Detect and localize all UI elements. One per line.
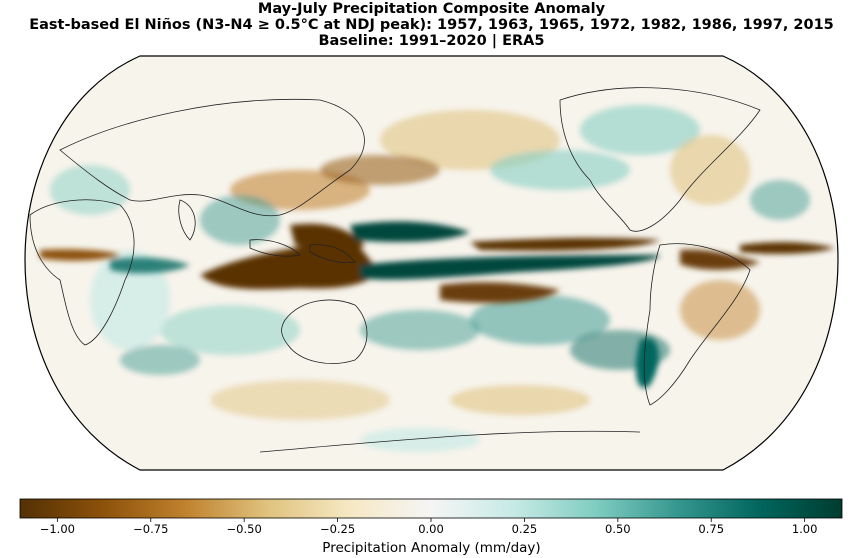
globe-outline bbox=[24, 55, 839, 471]
wet-region bbox=[470, 295, 610, 345]
coastlines bbox=[29, 87, 761, 453]
colorbar bbox=[19, 498, 843, 519]
anomaly-field bbox=[29, 87, 835, 453]
eurasia-coastline bbox=[59, 99, 365, 217]
wet-region bbox=[90, 250, 170, 350]
dry-anomaly-philippines bbox=[290, 223, 365, 251]
wet-anomaly-equatorial-pacific bbox=[360, 255, 660, 280]
colorbar-tick-label: −0.75 bbox=[133, 522, 169, 536]
map-subtitle: East-based El Niños (N3-N4 ≥ 0.5°C at ND… bbox=[29, 17, 834, 33]
wet-region bbox=[160, 305, 300, 355]
wet-region bbox=[360, 428, 480, 452]
north-america-coastline bbox=[559, 87, 761, 232]
colorbar-tick-label: −0.25 bbox=[319, 522, 356, 536]
dry-region bbox=[450, 385, 590, 415]
wet-anomaly-north-pacific-itcz bbox=[350, 221, 470, 242]
colorbar-tick-label: 1.00 bbox=[791, 522, 818, 536]
dry-region bbox=[230, 170, 370, 210]
wet-region bbox=[360, 310, 480, 350]
colorbar-tick-label: 0.75 bbox=[698, 522, 725, 536]
colorbar-ticks bbox=[56, 518, 806, 522]
dry-region bbox=[680, 280, 760, 340]
dry-region bbox=[210, 380, 390, 420]
colorbar-tick-label: 0.25 bbox=[511, 522, 538, 536]
africa-coastline bbox=[29, 199, 135, 346]
wet-region bbox=[200, 195, 280, 245]
wet-anomaly-indian-ocean bbox=[110, 257, 190, 274]
colorbar-tick-label: −0.50 bbox=[226, 522, 262, 536]
south-america-coastline bbox=[643, 243, 751, 406]
map-title: May-July Precipitation Composite Anomaly bbox=[257, 1, 606, 17]
colorbar-tick-label: −1.00 bbox=[39, 522, 75, 536]
wet-anomaly-chile bbox=[635, 338, 659, 388]
colorbar-tick-label: 0.00 bbox=[418, 522, 444, 536]
colorbar-tick-label: 0.50 bbox=[605, 522, 631, 536]
dry-anomaly-atlantic bbox=[740, 242, 835, 254]
dry-anomaly-spcz bbox=[440, 282, 560, 303]
baseline-label: Baseline: 1991–2020 | ERA5 bbox=[318, 33, 545, 49]
wet-region bbox=[120, 345, 200, 375]
dry-anomaly-maritime-continent bbox=[200, 238, 380, 290]
dry-anomaly-africa bbox=[40, 249, 120, 261]
dry-region bbox=[670, 135, 750, 205]
antarctica-coastline bbox=[259, 430, 641, 453]
india-coastline bbox=[178, 199, 196, 241]
colorbar-label: Precipitation Anomaly (mm/day) bbox=[322, 540, 541, 556]
dry-anomaly-itcz bbox=[470, 237, 660, 251]
australia-coastline bbox=[281, 299, 368, 364]
title-block: May-July Precipitation Composite Anomaly… bbox=[0, 1, 863, 49]
wet-region bbox=[50, 165, 130, 215]
dry-region bbox=[320, 155, 440, 185]
borneo-coastline bbox=[249, 239, 301, 257]
dry-anomaly-south-america bbox=[680, 249, 760, 270]
wet-region bbox=[750, 180, 810, 220]
wet-region bbox=[490, 150, 630, 190]
wet-region bbox=[580, 105, 700, 155]
new-guinea-coastline bbox=[309, 244, 356, 264]
